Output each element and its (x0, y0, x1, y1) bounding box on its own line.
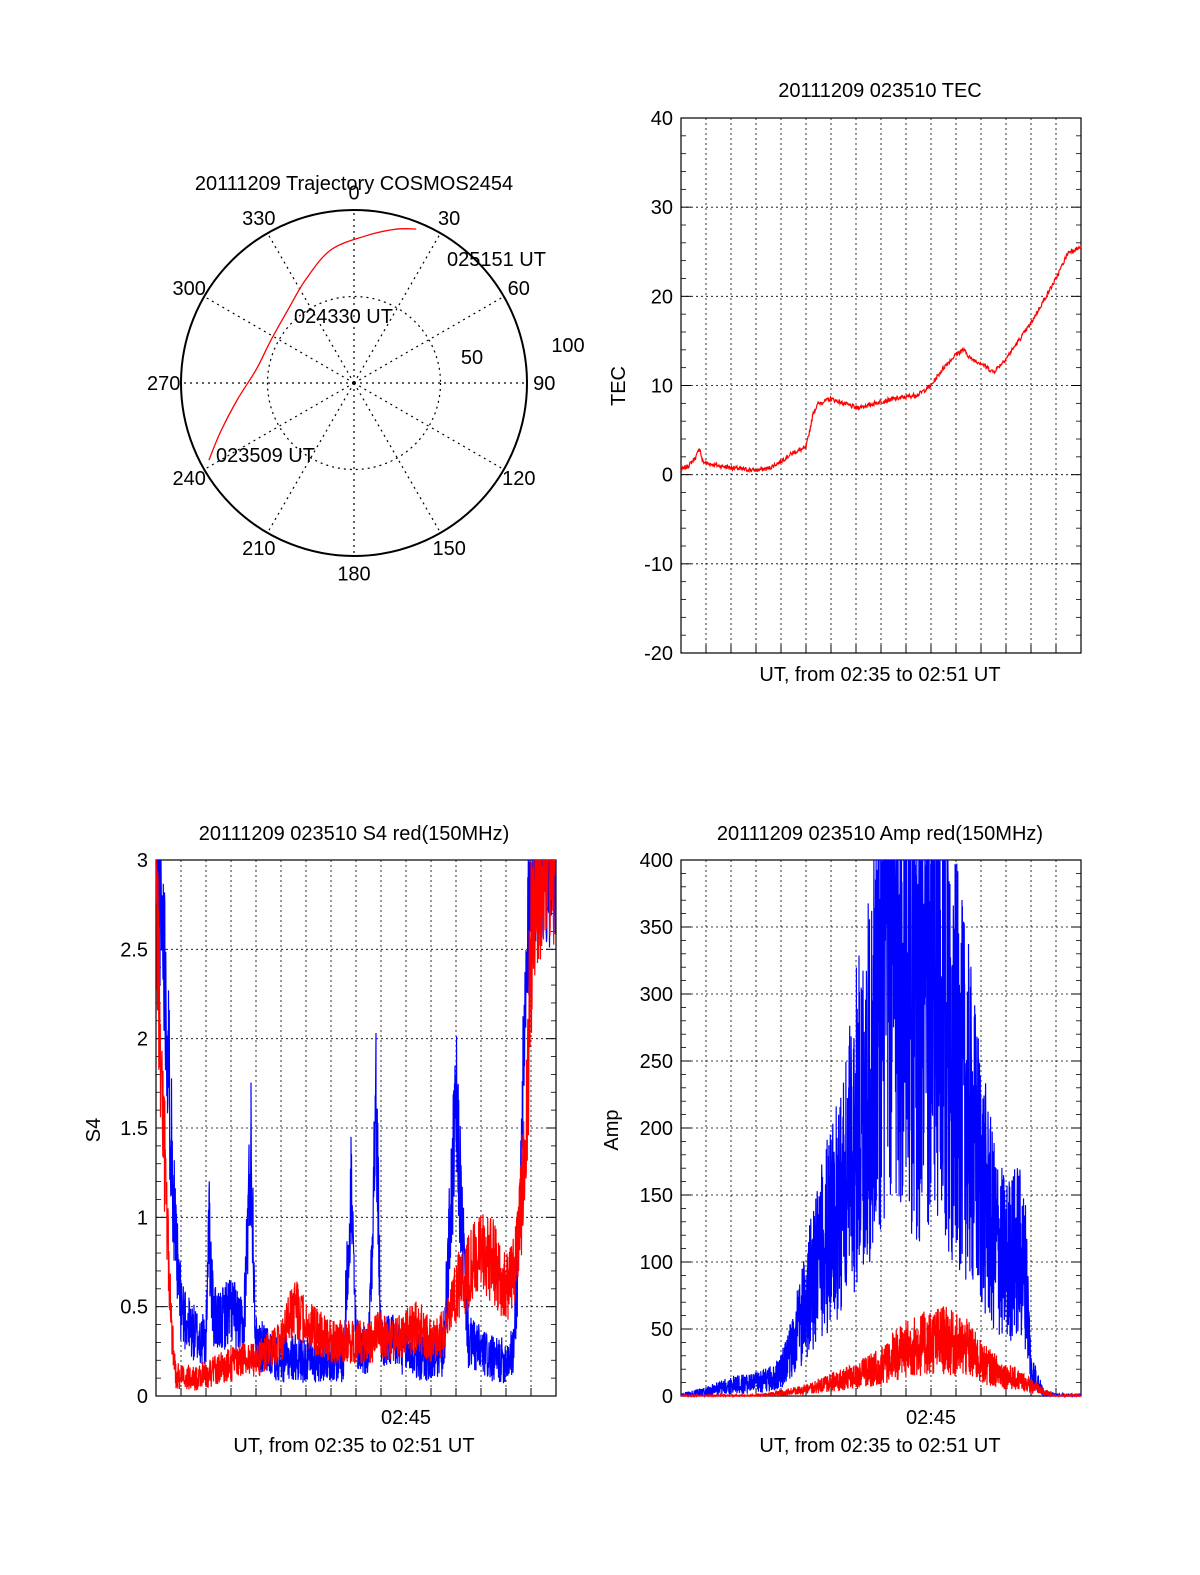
trajectory-line (208, 228, 417, 461)
s4-title: 20111209 023510 S4 red(150MHz) (199, 823, 510, 845)
polar-angle-labels: 0 30 60 90 120 150 180 210 240 270 300 330 (147, 183, 555, 586)
amp-x-axis-label: UT, from 02:35 to 02:51 UT (759, 1435, 1000, 1457)
polar-angle-label: 60 (508, 278, 530, 300)
s4-x-axis-label: UT, from 02:35 to 02:51 UT (233, 1435, 474, 1457)
polar-angle-label: 30 (438, 208, 460, 230)
amp-panel: 20111209 023510 Amp red(150MHz) 400 350 30… (601, 823, 1082, 1457)
tec-plot-frame (680, 117, 1082, 654)
amp-y-tick-label: 350 (640, 917, 673, 939)
polar-spoke (203, 382, 355, 471)
s4-red-series-line (155, 859, 556, 1391)
amp-y-tick-label: 200 (640, 1118, 673, 1140)
polar-outer-circle (180, 209, 528, 557)
s4-y-tick-label: 0 (137, 1386, 148, 1408)
polar-spoke (203, 295, 355, 384)
tec-title: 20111209 023510 TEC (778, 80, 982, 102)
polar-radius-label-50: 50 (461, 347, 483, 369)
polar-angle-label: 240 (173, 468, 206, 490)
tec-y-tick-label: -10 (644, 554, 673, 576)
s4-y-axis-label: S4 (83, 1118, 105, 1142)
polar-spoke (266, 232, 355, 384)
amp-y-tick-labels: 400 350 300 250 200 150 100 50 0 (640, 850, 673, 1408)
polar-angle-label: 330 (242, 208, 275, 230)
polar-title: 20111209 Trajectory COSMOS2454 (195, 173, 513, 195)
amp-blue-series-line (680, 859, 1082, 1399)
amp-grid (681, 859, 1081, 1397)
tec-y-tick-label: 30 (651, 197, 673, 219)
polar-angle-label: 300 (173, 278, 206, 300)
point-label-end: 025151 UT (447, 249, 546, 271)
tec-x-axis-label: UT, from 02:35 to 02:51 UT (759, 664, 1000, 686)
polar-spoke (353, 382, 442, 534)
polar-trajectory-panel: 20111209 Trajectory COSMOS2454 0 30 60 90 12… (147, 173, 585, 585)
s4-panel: 20111209 023510 S4 red(150MHz) 3 2.5 2 1.5 1… (83, 823, 557, 1457)
polar-grid (181, 210, 527, 556)
polar-angle-label: 270 (147, 373, 180, 395)
s4-y-tick-labels: 3 2.5 2 1.5 1 0.5 0 (120, 850, 148, 1408)
tec-y-tick-label: 10 (651, 376, 673, 398)
polar-angle-label: 210 (242, 538, 275, 560)
amp-y-tick-label: 150 (640, 1185, 673, 1207)
polar-spoke (353, 382, 505, 471)
polar-angle-label: 120 (502, 468, 535, 490)
amp-y-tick-label: 100 (640, 1252, 673, 1274)
polar-spoke (266, 382, 355, 534)
tec-y-tick-label: 40 (651, 108, 673, 130)
tec-grid (681, 117, 1081, 654)
s4-plot-frame (155, 859, 557, 1397)
amp-red-series-line (680, 1306, 1082, 1399)
tec-series-line (680, 245, 1082, 474)
amp-title: 20111209 023510 Amp red(150MHz) (717, 823, 1043, 845)
polar-spoke (353, 232, 442, 384)
s4-y-tick-label: 0.5 (120, 1297, 148, 1319)
s4-y-tick-label: 1.5 (120, 1118, 148, 1140)
tec-y-tick-label: 20 (651, 286, 673, 308)
amp-y-tick-label: 0 (662, 1386, 673, 1408)
tec-y-axis-label: TEC (608, 366, 630, 406)
s4-x-tick-label: 02:45 (381, 1407, 431, 1429)
s4-y-tick-label: 3 (137, 850, 148, 872)
polar-angle-label: 0 (348, 183, 359, 205)
amp-y-tick-label: 300 (640, 984, 673, 1006)
tec-y-tick-labels: 40 30 20 10 0 -10 -20 (644, 108, 673, 665)
s4-y-tick-label: 2 (137, 1029, 148, 1051)
polar-spoke (353, 295, 505, 384)
polar-radius-label-100: 100 (551, 335, 584, 357)
polar-angle-label: 150 (432, 538, 465, 560)
polar-angle-label: 180 (337, 563, 370, 585)
polar-angle-label: 90 (533, 373, 555, 395)
point-label-start: 023509 UT (216, 445, 315, 467)
polar-radius-ring (266, 295, 442, 471)
point-label-mid: 024330 UT (294, 306, 393, 328)
s4-y-tick-label: 2.5 (120, 939, 148, 961)
amp-y-tick-label: 400 (640, 850, 673, 872)
amp-y-tick-label: 250 (640, 1051, 673, 1073)
amp-x-tick-label: 02:45 (906, 1407, 956, 1429)
amp-y-axis-label: Amp (601, 1109, 623, 1150)
amp-y-tick-label: 50 (651, 1319, 673, 1341)
tec-y-tick-label: 0 (662, 465, 673, 487)
s4-y-tick-label: 1 (137, 1207, 148, 1229)
tec-y-tick-label: -20 (644, 643, 673, 665)
